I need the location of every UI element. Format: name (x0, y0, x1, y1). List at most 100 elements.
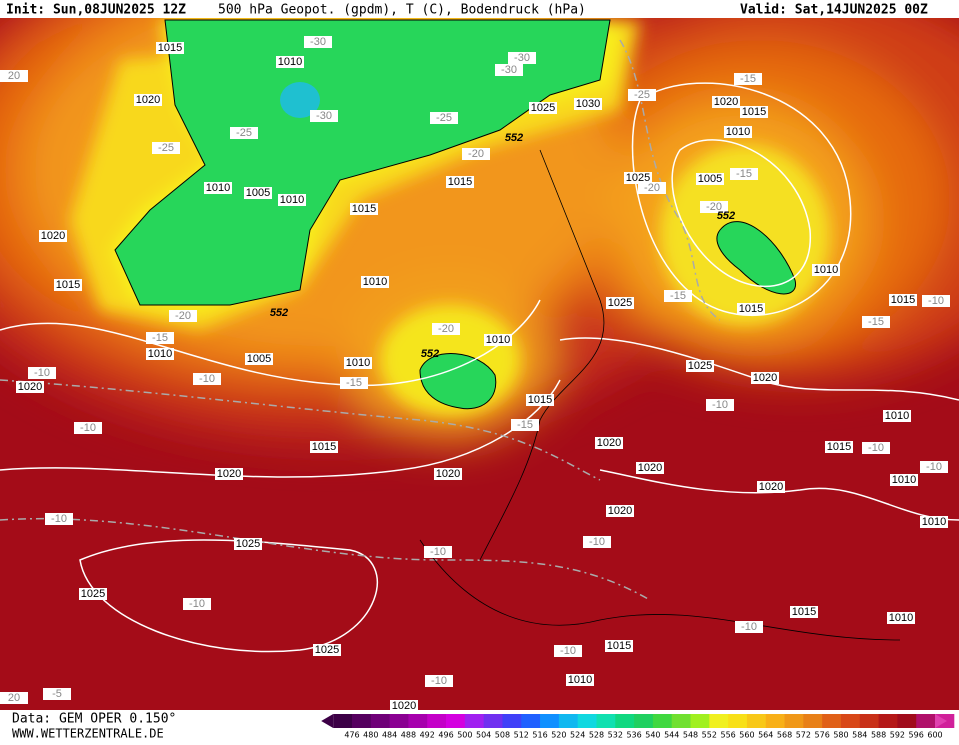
pressure-label: 1025 (236, 538, 260, 550)
map-field: 1015 1010 1020 1025 1030 1015 1010 1005 1010 1015… (0, 18, 959, 710)
temperature-label: -10 (926, 461, 942, 473)
color-bar-start (321, 714, 334, 728)
temperature-label-box (304, 36, 332, 48)
pressure-label: 1015 (607, 640, 631, 652)
color-bar-cell (652, 714, 673, 728)
temperature-label-box (511, 419, 539, 431)
temperature-label-box (43, 688, 71, 700)
pressure-label-box (790, 606, 818, 618)
init-time: Init: Sun,08JUN2025 12Z (6, 3, 186, 18)
color-bar-label: 564 (758, 731, 773, 740)
temperature-label: -10 (189, 598, 205, 610)
color-bar-label: 528 (589, 731, 604, 740)
pressure-label-box (350, 203, 378, 215)
pressure-label-box (215, 468, 243, 480)
color-bar-label: 492 (420, 731, 435, 740)
temperature-label-box (730, 168, 758, 180)
color-bar-cell (822, 714, 842, 728)
color-bar-label: 560 (739, 731, 754, 740)
color-bar-cell (765, 714, 786, 728)
pressure-label: 1010 (922, 516, 946, 528)
pressure-label-box (276, 56, 304, 68)
temperature-label-box (424, 546, 452, 558)
temperature-label: -10 (712, 399, 728, 411)
color-bar-cell (558, 714, 579, 728)
temperature-label-box (430, 112, 458, 124)
pressure-label: 1020 (753, 372, 777, 384)
color-bar-cell (502, 714, 522, 728)
pressure-label: 1005 (698, 173, 722, 185)
temperature-label: -15 (517, 419, 533, 431)
color-bar-label: 520 (551, 731, 566, 740)
pressure-label-box (313, 644, 341, 656)
temperature-label: -15 (152, 332, 168, 344)
pressure-label: 1005 (247, 353, 271, 365)
product-title: 500 hPa Geopot. (gpdm), T (C), Bodendruc… (218, 3, 586, 18)
pressure-label: 1010 (726, 126, 750, 138)
temperature-label-box (152, 142, 180, 154)
pressure-label: 1015 (528, 394, 552, 406)
temperature-label-box (146, 332, 174, 344)
temperature-label: -10 (431, 675, 447, 687)
pressure-label-box (310, 441, 338, 453)
pressure-label-box (79, 588, 107, 600)
temperature-label-box (920, 461, 948, 473)
pressure-label-box (134, 94, 162, 106)
color-bar-label: 596 (909, 731, 924, 740)
temperature-label: -10 (51, 513, 67, 525)
pressure-label: 1010 (889, 612, 913, 624)
color-bar-cell (803, 714, 823, 728)
color-bar-label: 580 (833, 731, 848, 740)
temperature-label-box (462, 148, 490, 160)
temperature-label-box (0, 692, 28, 704)
temperature-label-box (508, 52, 536, 64)
color-bar-label: 516 (532, 731, 547, 740)
pressure-label-box (390, 700, 418, 710)
temperature-label: -25 (236, 127, 252, 139)
temperature-label-box (495, 64, 523, 76)
pressure-label: 1015 (742, 106, 766, 118)
pressure-label: 1025 (81, 588, 105, 600)
site-name: WWW.WETTERZENTRALE.DE (12, 727, 164, 741)
pressure-label: 1015 (312, 441, 336, 453)
temperature-label-box (638, 182, 666, 194)
pressure-label-box (757, 481, 785, 493)
temperature-label-box (922, 295, 950, 307)
pressure-label: 1025 (626, 172, 650, 184)
valid-time: Valid: Sat,14JUN2025 00Z (740, 3, 928, 18)
color-bar-label: 500 (457, 731, 472, 740)
temperature-label-box (340, 377, 368, 389)
color-bar-label: 524 (570, 731, 585, 740)
pressure-label-box (574, 98, 602, 110)
color-bar-cell (859, 714, 880, 728)
color-bar-label: 536 (626, 731, 641, 740)
pressure-label-box (156, 42, 184, 54)
color-bar-label: 552 (702, 731, 717, 740)
pressure-label-box (344, 357, 372, 369)
pressure-label-box (712, 96, 740, 108)
color-bar-cell (464, 714, 485, 728)
temperature-label: -20 (175, 310, 191, 322)
pressure-label-box (566, 674, 594, 686)
temperature-label: -10 (928, 295, 944, 307)
pressure-label: 1005 (246, 187, 270, 199)
geopotential-label: 552 (717, 210, 735, 222)
temperature-label: 20 (8, 692, 20, 704)
temperature-label: 20 (8, 70, 20, 82)
pressure-label-box (883, 410, 911, 422)
temperature-label: -10 (430, 546, 446, 558)
pressure-label: 1010 (568, 674, 592, 686)
pressure-label: 1010 (206, 182, 230, 194)
color-bar-label: 588 (871, 731, 886, 740)
pressure-label: 1015 (891, 294, 915, 306)
color-bar-cell (596, 714, 616, 728)
temperature-label: -30 (514, 52, 530, 64)
temperature-label: -15 (740, 73, 756, 85)
header-bar (0, 0, 959, 18)
temperature-label-box (230, 127, 258, 139)
temperature-label: -10 (34, 367, 50, 379)
color-bar-label: 508 (495, 731, 510, 740)
color-bar-label: 504 (476, 731, 491, 740)
pressure-label: 1010 (278, 56, 302, 68)
pressure-label: 1025 (688, 360, 712, 372)
